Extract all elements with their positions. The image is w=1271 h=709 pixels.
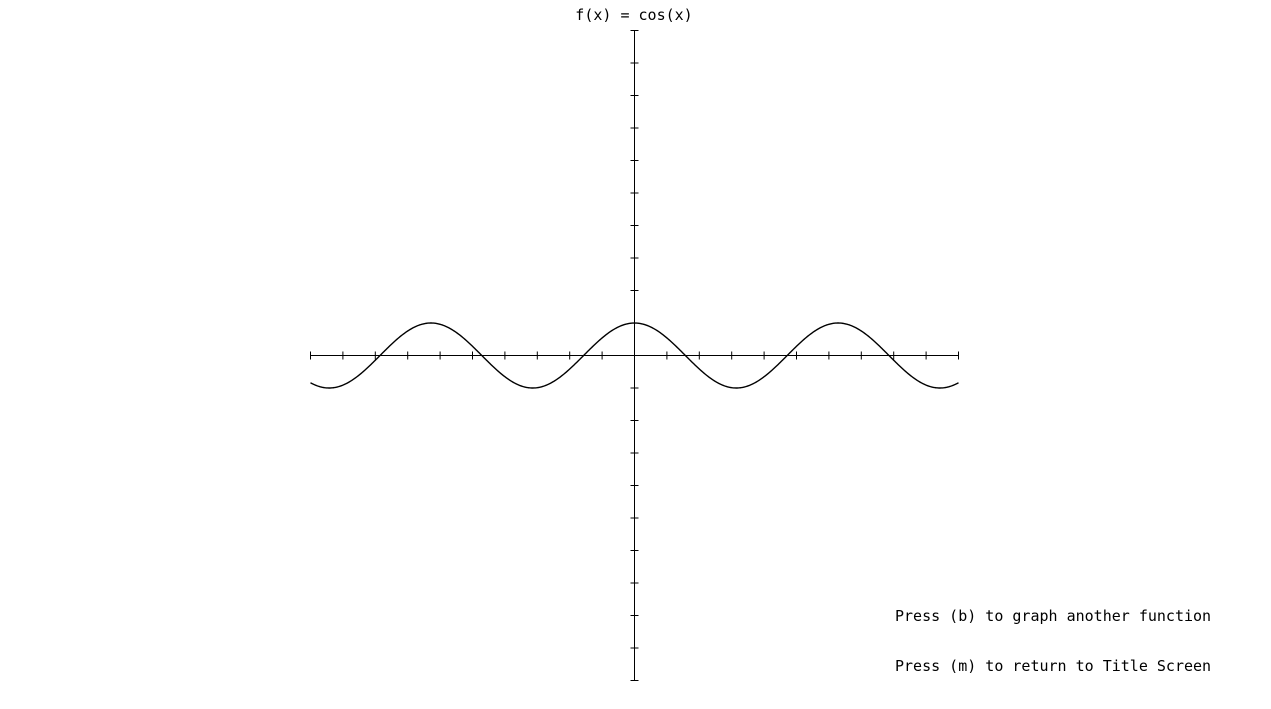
hint-graph-another: Press (b) to graph another function (895, 607, 1212, 625)
axes (310, 30, 959, 681)
cos-curve (310, 322, 959, 389)
hint-return-title: Press (m) to return to Title Screen (895, 657, 1212, 675)
graph-title: f(x) = cos(x) (575, 6, 693, 24)
curve-layer (310, 322, 959, 389)
